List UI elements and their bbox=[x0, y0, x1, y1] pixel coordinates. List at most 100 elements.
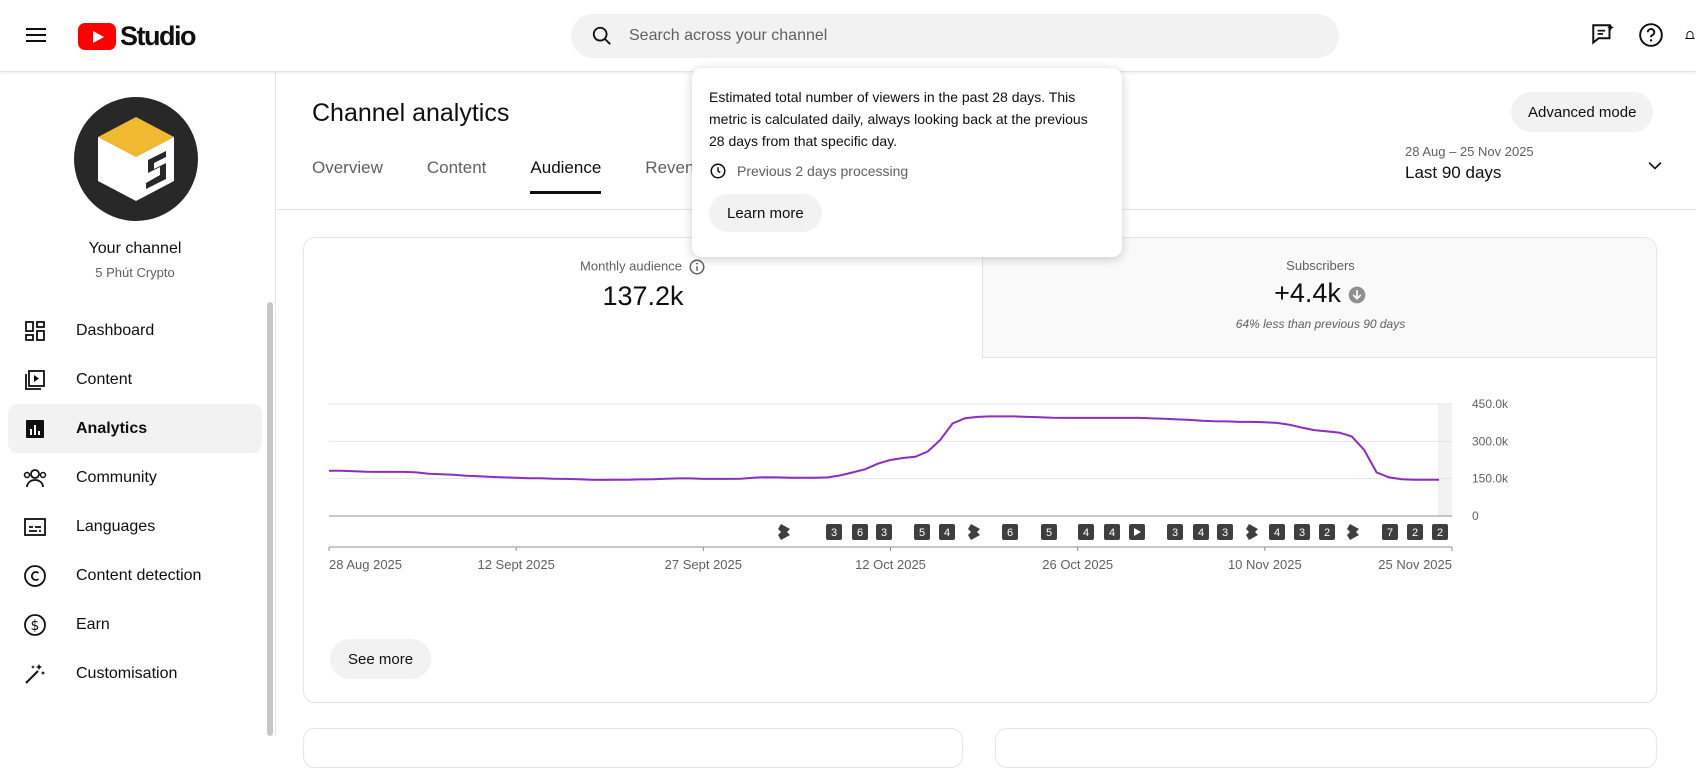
x-tick-label: 25 Nov 2025 bbox=[1378, 557, 1452, 572]
sidebar-item-languages[interactable]: Languages bbox=[8, 502, 262, 551]
x-tick-label: 27 Sept 2025 bbox=[665, 557, 742, 572]
x-tick-label: 12 Sept 2025 bbox=[477, 557, 554, 572]
processing-region bbox=[1438, 404, 1452, 516]
sidebar-item-label: Analytics bbox=[76, 419, 148, 437]
search-input[interactable] bbox=[629, 27, 1229, 45]
upload-count-label: 3 bbox=[831, 527, 837, 539]
upload-count-label: 6 bbox=[857, 527, 863, 539]
advanced-mode-button[interactable]: Advanced mode bbox=[1511, 92, 1654, 132]
upload-count-marker bbox=[1432, 524, 1448, 540]
learn-more-button[interactable]: Learn more bbox=[709, 194, 822, 232]
shorts-marker-icon bbox=[968, 524, 980, 540]
info-icon[interactable] bbox=[688, 258, 706, 276]
sidebar-item-customisation[interactable]: Customisation bbox=[8, 649, 262, 698]
sidebar-item-content[interactable]: Content bbox=[8, 355, 262, 404]
customisation-icon bbox=[22, 661, 48, 687]
svg-text:$: $ bbox=[31, 618, 40, 634]
y-tick-label: 450.0k bbox=[1472, 397, 1509, 411]
sidebar-nav: Dashboard Content Analytics Community La… bbox=[8, 306, 262, 698]
upload-count-marker bbox=[1193, 524, 1209, 540]
audience-card: Monthly audience 137.2k Subscribers +4.4… bbox=[303, 237, 1657, 703]
sidebar-item-label: Content detection bbox=[76, 566, 202, 584]
logo-text: Studio bbox=[120, 20, 196, 51]
sidebar-scrollbar[interactable] bbox=[267, 302, 273, 736]
upload-count-marker bbox=[1041, 524, 1057, 540]
metric-label: Monthly audience bbox=[304, 258, 982, 276]
sidebar-item-content-detection[interactable]: Content detection bbox=[8, 551, 262, 600]
upload-count-label: 6 bbox=[1007, 527, 1013, 539]
feedback-icon[interactable] bbox=[1588, 20, 1618, 50]
notifications-icon[interactable] bbox=[1684, 20, 1696, 50]
sidebar-item-dashboard[interactable]: Dashboard bbox=[8, 306, 262, 355]
upload-count-marker bbox=[1319, 524, 1335, 540]
clock-icon bbox=[710, 163, 726, 179]
sidebar-item-earn[interactable]: $ Earn bbox=[8, 600, 262, 649]
studio-logo[interactable]: Studio bbox=[78, 18, 196, 54]
channel-name: Your channel bbox=[88, 240, 182, 257]
shorts-marker-icon bbox=[778, 524, 790, 540]
metric-monthly-audience[interactable]: Monthly audience 137.2k bbox=[304, 238, 982, 358]
date-range-dates: 28 Aug – 25 Nov 2025 bbox=[1405, 144, 1534, 159]
shorts-marker-icon bbox=[1347, 524, 1359, 540]
sidebar-item-label: Earn bbox=[76, 615, 110, 633]
sidebar-item-analytics[interactable]: Analytics bbox=[8, 404, 262, 453]
search-icon bbox=[592, 26, 611, 45]
see-more-button[interactable]: See more bbox=[330, 639, 432, 679]
sidebar: Your channel 5 Phút Crypto Dashboard Con… bbox=[0, 72, 276, 736]
upload-count-marker bbox=[914, 524, 930, 540]
channel-avatar[interactable] bbox=[74, 97, 198, 221]
content-icon bbox=[22, 367, 48, 393]
dashboard-icon bbox=[22, 318, 48, 344]
upload-count-label: 3 bbox=[1299, 527, 1305, 539]
community-icon bbox=[22, 465, 48, 491]
sidebar-item-community[interactable]: Community bbox=[8, 453, 262, 502]
analytics-icon bbox=[22, 416, 48, 442]
metric-label: Subscribers bbox=[1286, 258, 1355, 273]
x-tick-label: 12 Oct 2025 bbox=[855, 557, 926, 572]
upload-count-label: 4 bbox=[1198, 527, 1204, 539]
search-bar[interactable] bbox=[571, 14, 1339, 58]
tab-overview[interactable]: Overview bbox=[312, 158, 383, 177]
sidebar-item-label: Content bbox=[76, 370, 133, 388]
languages-icon bbox=[22, 514, 48, 540]
upload-count-marker bbox=[1104, 524, 1120, 540]
youtube-play-icon bbox=[78, 22, 116, 50]
video-marker-play bbox=[1134, 528, 1141, 536]
copyright-icon bbox=[22, 563, 48, 589]
upload-count-marker bbox=[1217, 524, 1233, 540]
x-tick-label: 28 Aug 2025 bbox=[329, 557, 402, 572]
tooltip-text: Estimated total number of viewers in the… bbox=[709, 89, 1088, 149]
upload-count-label: 3 bbox=[881, 527, 887, 539]
upload-count-label: 5 bbox=[919, 527, 925, 539]
upload-count-label: 4 bbox=[1109, 527, 1115, 539]
upload-count-label: 3 bbox=[1172, 527, 1178, 539]
arrow-down-icon bbox=[1348, 286, 1366, 304]
date-range-picker[interactable]: 28 Aug – 25 Nov 2025 Last 90 days bbox=[1405, 144, 1665, 194]
upload-count-label: 2 bbox=[1437, 527, 1443, 539]
tab-revenue[interactable]: Revenu bbox=[645, 158, 704, 177]
bottom-card-right bbox=[995, 728, 1657, 768]
shorts-marker-icon bbox=[1246, 524, 1258, 540]
x-tick-label: 26 Oct 2025 bbox=[1042, 557, 1113, 572]
analytics-tabs: Overview Content Audience Revenu bbox=[312, 142, 704, 194]
upload-count-marker bbox=[1269, 524, 1285, 540]
upload-count-label: 2 bbox=[1324, 527, 1330, 539]
y-tick-label: 150.0k bbox=[1472, 472, 1509, 486]
upload-count-label: 4 bbox=[944, 527, 950, 539]
tab-audience[interactable]: Audience bbox=[530, 142, 601, 194]
chevron-down-icon bbox=[1648, 162, 1662, 170]
sidebar-item-label: Community bbox=[76, 468, 157, 486]
tab-content[interactable]: Content bbox=[426, 158, 487, 177]
upload-count-marker bbox=[939, 524, 955, 540]
menu-icon[interactable] bbox=[22, 24, 50, 48]
sidebar-item-label: Customisation bbox=[76, 664, 178, 682]
upload-count-label: 3 bbox=[1222, 527, 1228, 539]
upload-count-label: 2 bbox=[1412, 527, 1418, 539]
help-icon[interactable] bbox=[1636, 20, 1666, 50]
y-tick-label: 300.0k bbox=[1472, 434, 1509, 448]
tooltip-processing: Previous 2 days processing bbox=[709, 162, 1105, 180]
metric-subscribers[interactable]: Subscribers +4.4k 64% less than previous… bbox=[982, 238, 1656, 358]
page-title: Channel analytics bbox=[312, 99, 510, 127]
metric-tooltip: Estimated total number of viewers in the… bbox=[692, 68, 1122, 257]
monthly-audience-chart: 450.0k 300.0k 150.0k 0 28 Aug 2025 12 Sept 20… bbox=[328, 397, 1509, 572]
